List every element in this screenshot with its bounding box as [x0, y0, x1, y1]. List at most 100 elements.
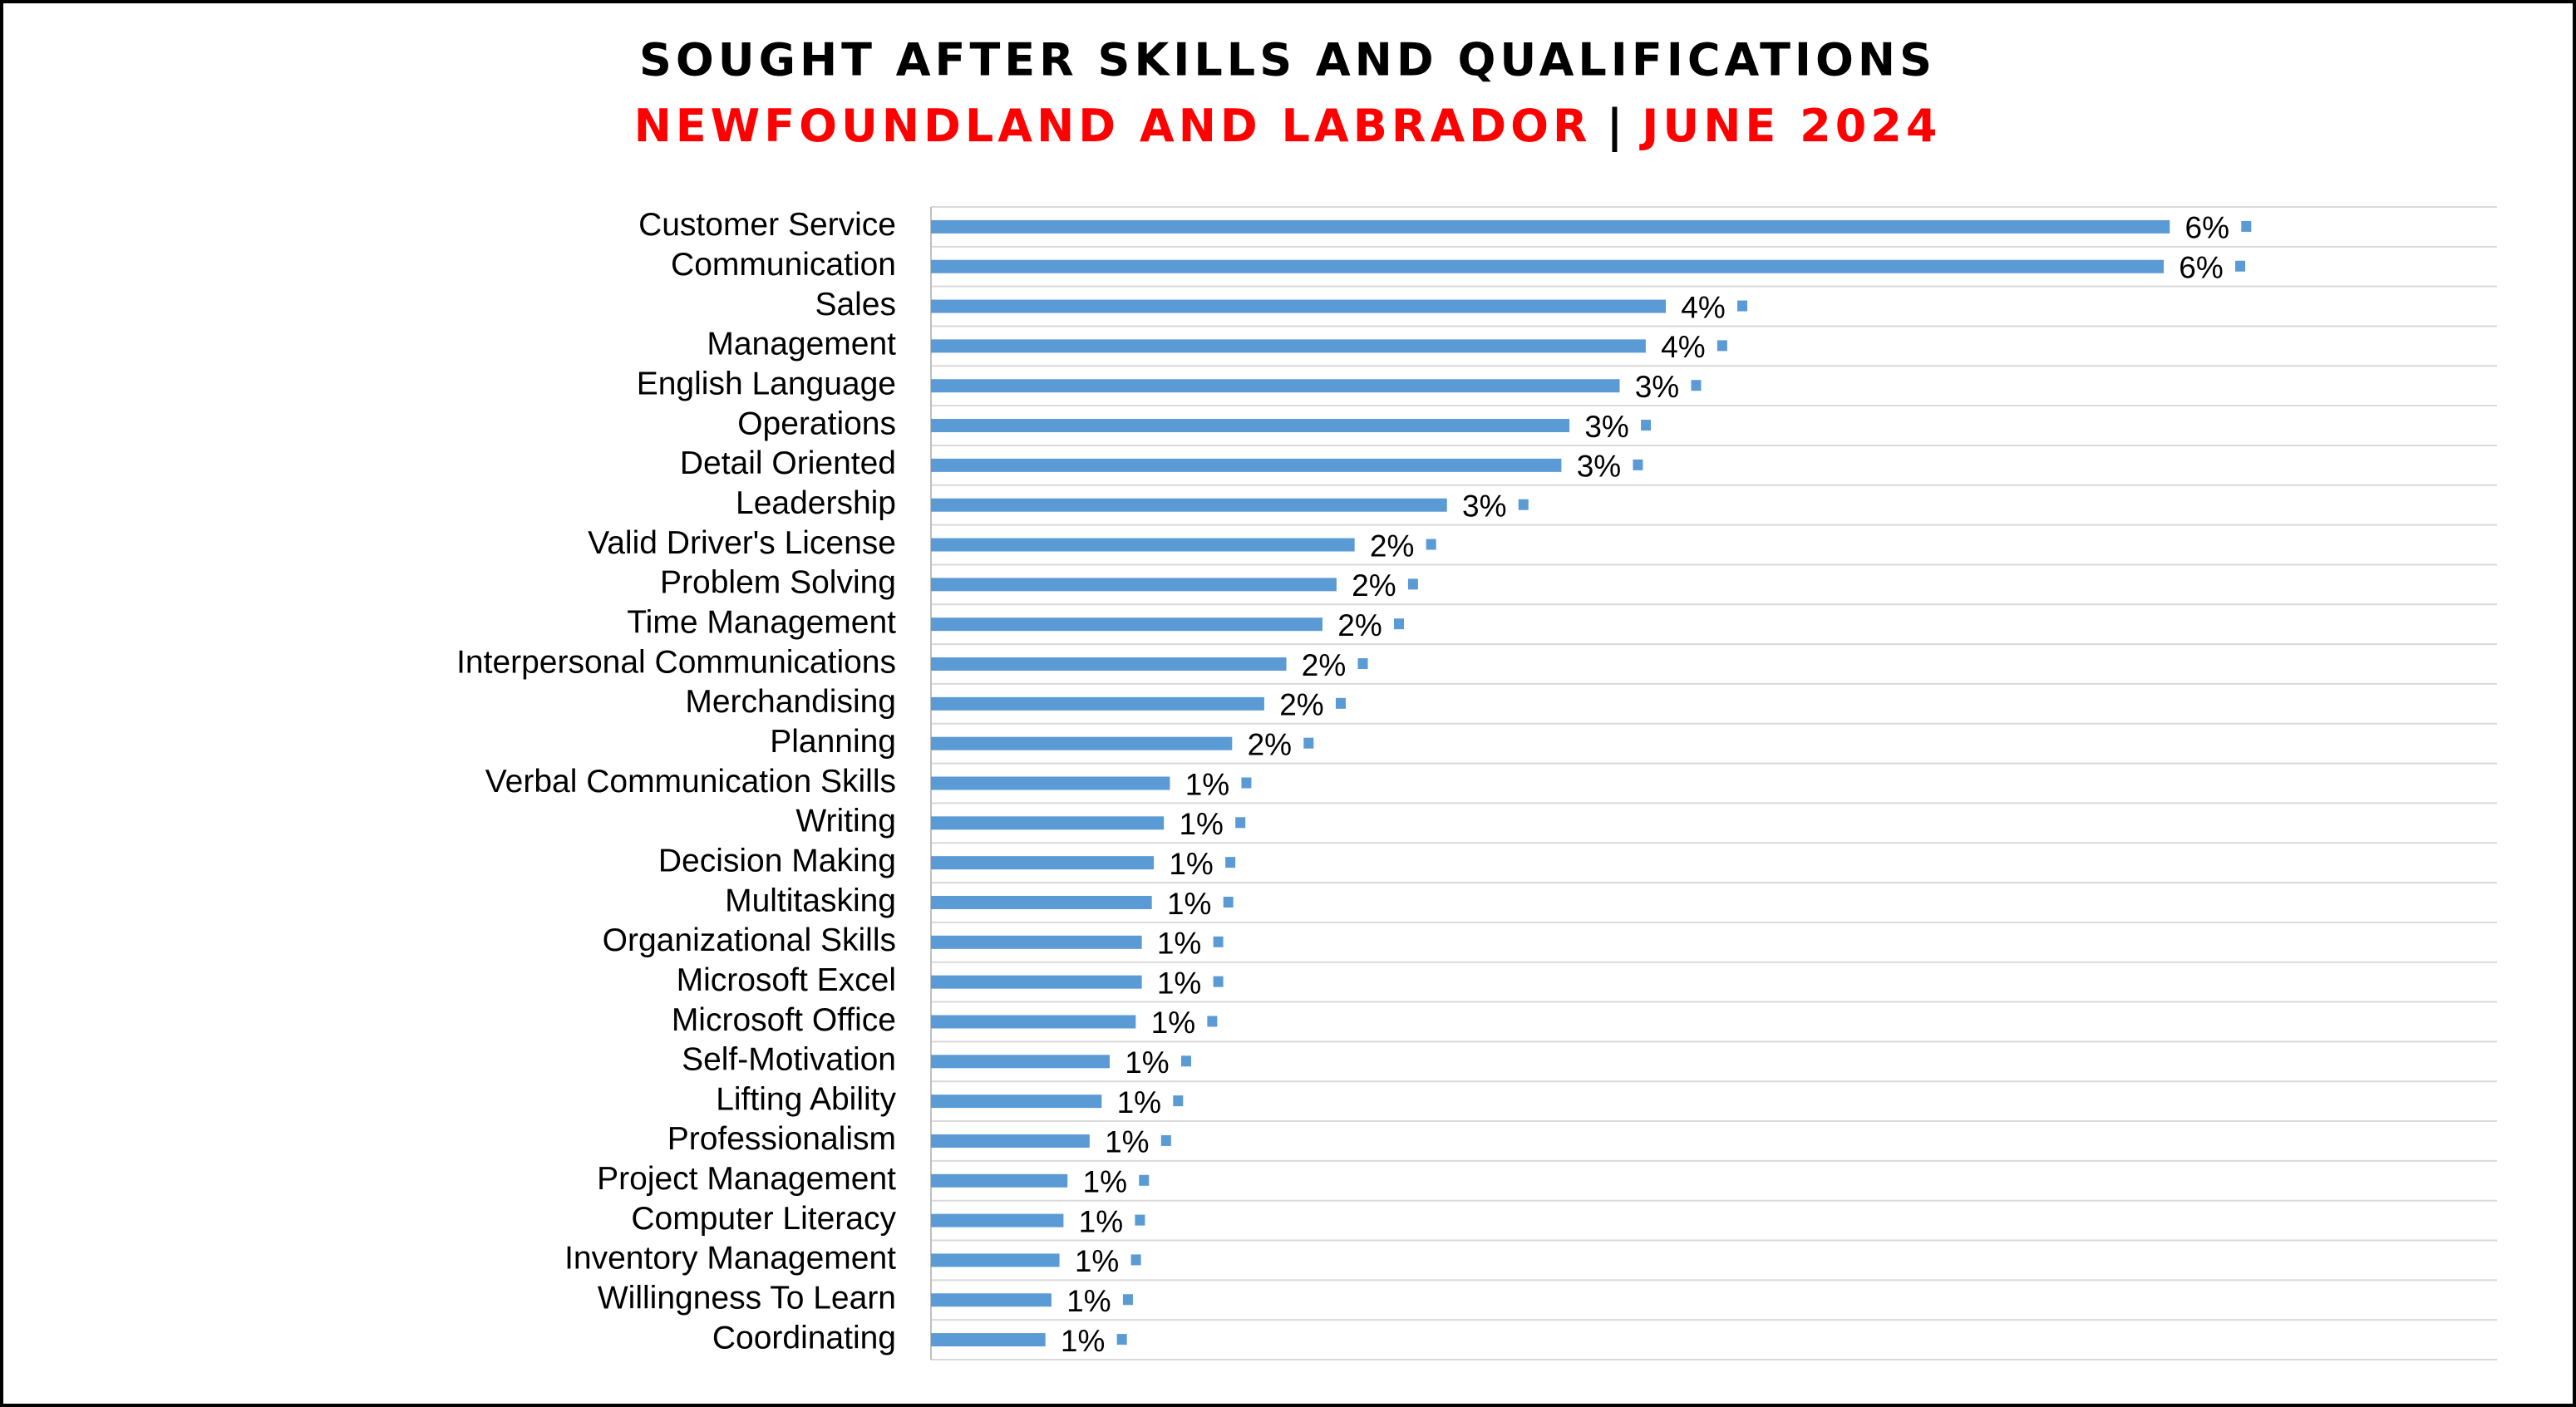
label-background: [2170, 248, 2233, 285]
bar: [931, 1015, 1136, 1029]
y-tick-label: Detail Oriented: [680, 445, 896, 481]
label-marker: [1116, 1334, 1127, 1346]
data-label: 6%: [2179, 251, 2223, 285]
y-tick-label: Computer Literacy: [631, 1201, 896, 1237]
y-tick-label: English Language: [637, 367, 896, 402]
data-label: 1%: [1079, 1204, 1123, 1238]
label-background: [1057, 1282, 1120, 1319]
y-tick-label: Decision Making: [658, 843, 896, 878]
bar: [931, 578, 1337, 592]
data-label: 2%: [1337, 608, 1382, 642]
chart-title: SOUGHT AFTER SKILLS AND QUALIFICATIONS: [639, 34, 1936, 86]
y-tick-label: Leadership: [736, 485, 896, 521]
subtitle-date: JUNE 2024: [1638, 100, 1941, 152]
label-marker: [1160, 1134, 1171, 1146]
label-background: [1342, 566, 1405, 603]
y-tick-label: Coordinating: [712, 1320, 896, 1355]
label-background: [1148, 963, 1210, 1001]
bar: [931, 1253, 1060, 1267]
subtitle-separator: |: [1607, 100, 1628, 152]
y-tick-label: Customer Service: [638, 207, 896, 243]
bar: [931, 816, 1165, 830]
data-label: 1%: [1075, 1244, 1119, 1278]
bar: [931, 538, 1355, 552]
label-background: [2176, 208, 2239, 245]
data-label: 1%: [1117, 1085, 1161, 1119]
data-label: 4%: [1681, 290, 1725, 324]
bar: [931, 776, 1170, 790]
label-marker: [1407, 578, 1418, 590]
bar: [931, 1333, 1046, 1347]
label-marker: [1223, 896, 1234, 908]
data-label: 1%: [1066, 1284, 1111, 1318]
label-marker: [1213, 976, 1224, 987]
y-tick-label: Self-Motivation: [682, 1042, 896, 1078]
label-background: [1070, 1202, 1132, 1239]
label-marker: [1303, 737, 1314, 749]
data-label: 1%: [1061, 1324, 1105, 1358]
bar: [931, 657, 1287, 672]
label-marker: [2241, 220, 2252, 232]
data-label: 3%: [1462, 489, 1506, 523]
y-tick-label: Merchandising: [685, 684, 896, 720]
y-tick-label: Valid Driver's License: [588, 525, 896, 561]
label-marker: [1207, 1016, 1218, 1027]
data-label: 1%: [1157, 927, 1201, 961]
bar: [931, 498, 1447, 512]
data-label: 2%: [1248, 727, 1292, 761]
bar: [931, 617, 1322, 632]
label-marker: [1691, 380, 1702, 391]
label-background: [1160, 844, 1223, 882]
data-label: 1%: [1083, 1165, 1127, 1199]
y-tick-label: Inventory Management: [564, 1241, 896, 1277]
bar: [931, 895, 1152, 909]
subtitle-region: NEWFOUNDLAND AND LABRADOR: [634, 100, 1592, 152]
data-label: 1%: [1179, 807, 1223, 841]
label-background: [1361, 526, 1423, 563]
label-background: [1626, 367, 1688, 405]
bar: [931, 935, 1142, 949]
y-tick-label: Microsoft Excel: [677, 962, 896, 998]
bar: [931, 1293, 1052, 1307]
bar: [931, 736, 1233, 750]
label-marker: [1335, 697, 1346, 709]
label-background: [1066, 1242, 1128, 1279]
y-tick-label: Communication: [671, 247, 896, 283]
y-tick-label: Interpersonal Communications: [456, 644, 896, 680]
label-background: [1270, 685, 1332, 722]
bar: [931, 1213, 1064, 1227]
bar: [931, 219, 2170, 234]
data-label: 1%: [1125, 1045, 1169, 1080]
label-marker: [1135, 1214, 1145, 1226]
label-marker: [1518, 499, 1529, 510]
y-tick-label: Writing: [795, 804, 896, 839]
label-background: [1329, 606, 1391, 643]
label-marker: [1717, 340, 1727, 352]
y-tick-label: Multitasking: [725, 883, 896, 918]
label-background: [1052, 1321, 1114, 1359]
y-tick-label: Willingness To Learn: [598, 1281, 896, 1316]
data-label: 2%: [1370, 529, 1414, 563]
label-background: [1108, 1083, 1170, 1120]
bar: [931, 1134, 1090, 1148]
y-tick-label: Management: [707, 327, 896, 362]
bar: [931, 1095, 1102, 1109]
data-label: 3%: [1635, 370, 1679, 404]
bar: [931, 458, 1562, 472]
y-tick-label: Time Management: [627, 604, 896, 640]
data-label: 3%: [1577, 450, 1621, 484]
y-tick-label: Planning: [770, 724, 896, 760]
label-marker: [1394, 618, 1404, 630]
label-background: [1096, 1122, 1158, 1159]
y-tick-label: Operations: [737, 406, 896, 441]
data-label: 1%: [1151, 1006, 1195, 1040]
bar: [931, 856, 1155, 870]
label-background: [1116, 1043, 1178, 1080]
data-label: 2%: [1352, 568, 1396, 603]
data-label: 2%: [1279, 688, 1323, 722]
label-marker: [1130, 1254, 1141, 1266]
data-label: 1%: [1169, 847, 1213, 881]
y-tick-label: Problem Solving: [660, 565, 896, 601]
bar: [931, 696, 1264, 711]
